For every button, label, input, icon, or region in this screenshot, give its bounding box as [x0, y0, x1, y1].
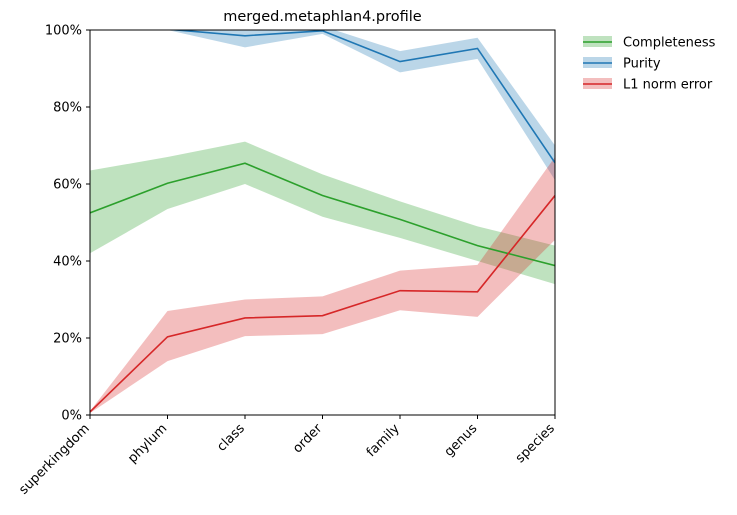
l1-norm-error-line	[90, 195, 555, 413]
legend-label-l1-norm-error: L1 norm error	[623, 78, 713, 93]
x-tick-label: family	[364, 421, 403, 460]
x-tick-label: superkingdom	[16, 421, 92, 497]
x-tick-label: class	[214, 421, 248, 455]
y-tick-label: 40%	[53, 255, 82, 270]
purity-line	[166, 30, 555, 164]
legend-label-completeness: Completeness	[623, 36, 716, 51]
legend-label-purity: Purity	[623, 57, 661, 72]
y-tick-label: 20%	[53, 332, 82, 347]
y-axis: 0% 20% 40% 60% 80% 100%	[45, 24, 90, 424]
y-tick-label: 100%	[45, 24, 82, 39]
y-tick-label: 60%	[53, 178, 82, 193]
completeness-band	[90, 141, 555, 285]
x-axis: superkingdom phylum class order family genus s…	[16, 415, 558, 498]
chart-title: merged.metaphlan4.profile	[223, 9, 422, 25]
x-tick-label: species	[513, 421, 558, 466]
l1-norm-error-band	[90, 157, 555, 414]
series-lines	[90, 30, 555, 413]
purity-band	[167, 30, 555, 181]
y-tick-label: 0%	[61, 409, 82, 424]
y-tick-label: 80%	[53, 101, 82, 116]
x-tick-label: phylum	[125, 421, 170, 466]
confidence-bands	[90, 30, 555, 414]
completeness-line	[90, 162, 555, 267]
legend: Completeness Purity L1 norm error	[583, 36, 716, 93]
x-tick-label: order	[290, 421, 326, 457]
x-tick-label: genus	[442, 421, 481, 460]
